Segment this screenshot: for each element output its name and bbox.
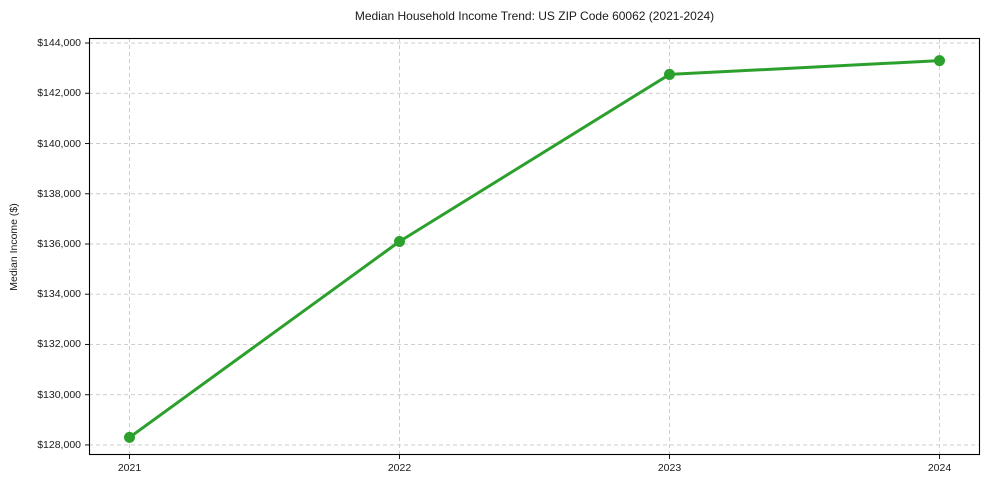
plot-canvas <box>85 37 981 459</box>
axes-border <box>88 37 981 456</box>
data-point-marker <box>394 235 405 247</box>
y-tick-label: $138,000 <box>37 187 81 200</box>
plot-area <box>85 37 981 459</box>
y-tick-label: $136,000 <box>37 237 81 250</box>
x-tick-label: 2023 <box>657 462 682 474</box>
y-tick-label: $144,000 <box>37 37 81 50</box>
y-tick-label: $128,000 <box>37 438 81 451</box>
y-tick-label: $130,000 <box>37 388 81 401</box>
data-point-marker <box>664 68 675 80</box>
data-point-marker <box>124 431 135 443</box>
y-tick-label: $134,000 <box>37 288 81 301</box>
x-tick-label: 2024 <box>927 462 952 474</box>
y-tick-label: $140,000 <box>37 137 81 150</box>
x-tick-label: 2022 <box>387 462 412 474</box>
chart-title: Median Household Income Trend: US ZIP Co… <box>354 9 715 23</box>
y-tick-label: $142,000 <box>37 87 81 100</box>
income-trend-line <box>128 59 941 439</box>
y-tick-label: $132,000 <box>37 338 81 351</box>
data-point-marker <box>934 55 945 67</box>
x-tick-label: 2021 <box>117 462 142 474</box>
